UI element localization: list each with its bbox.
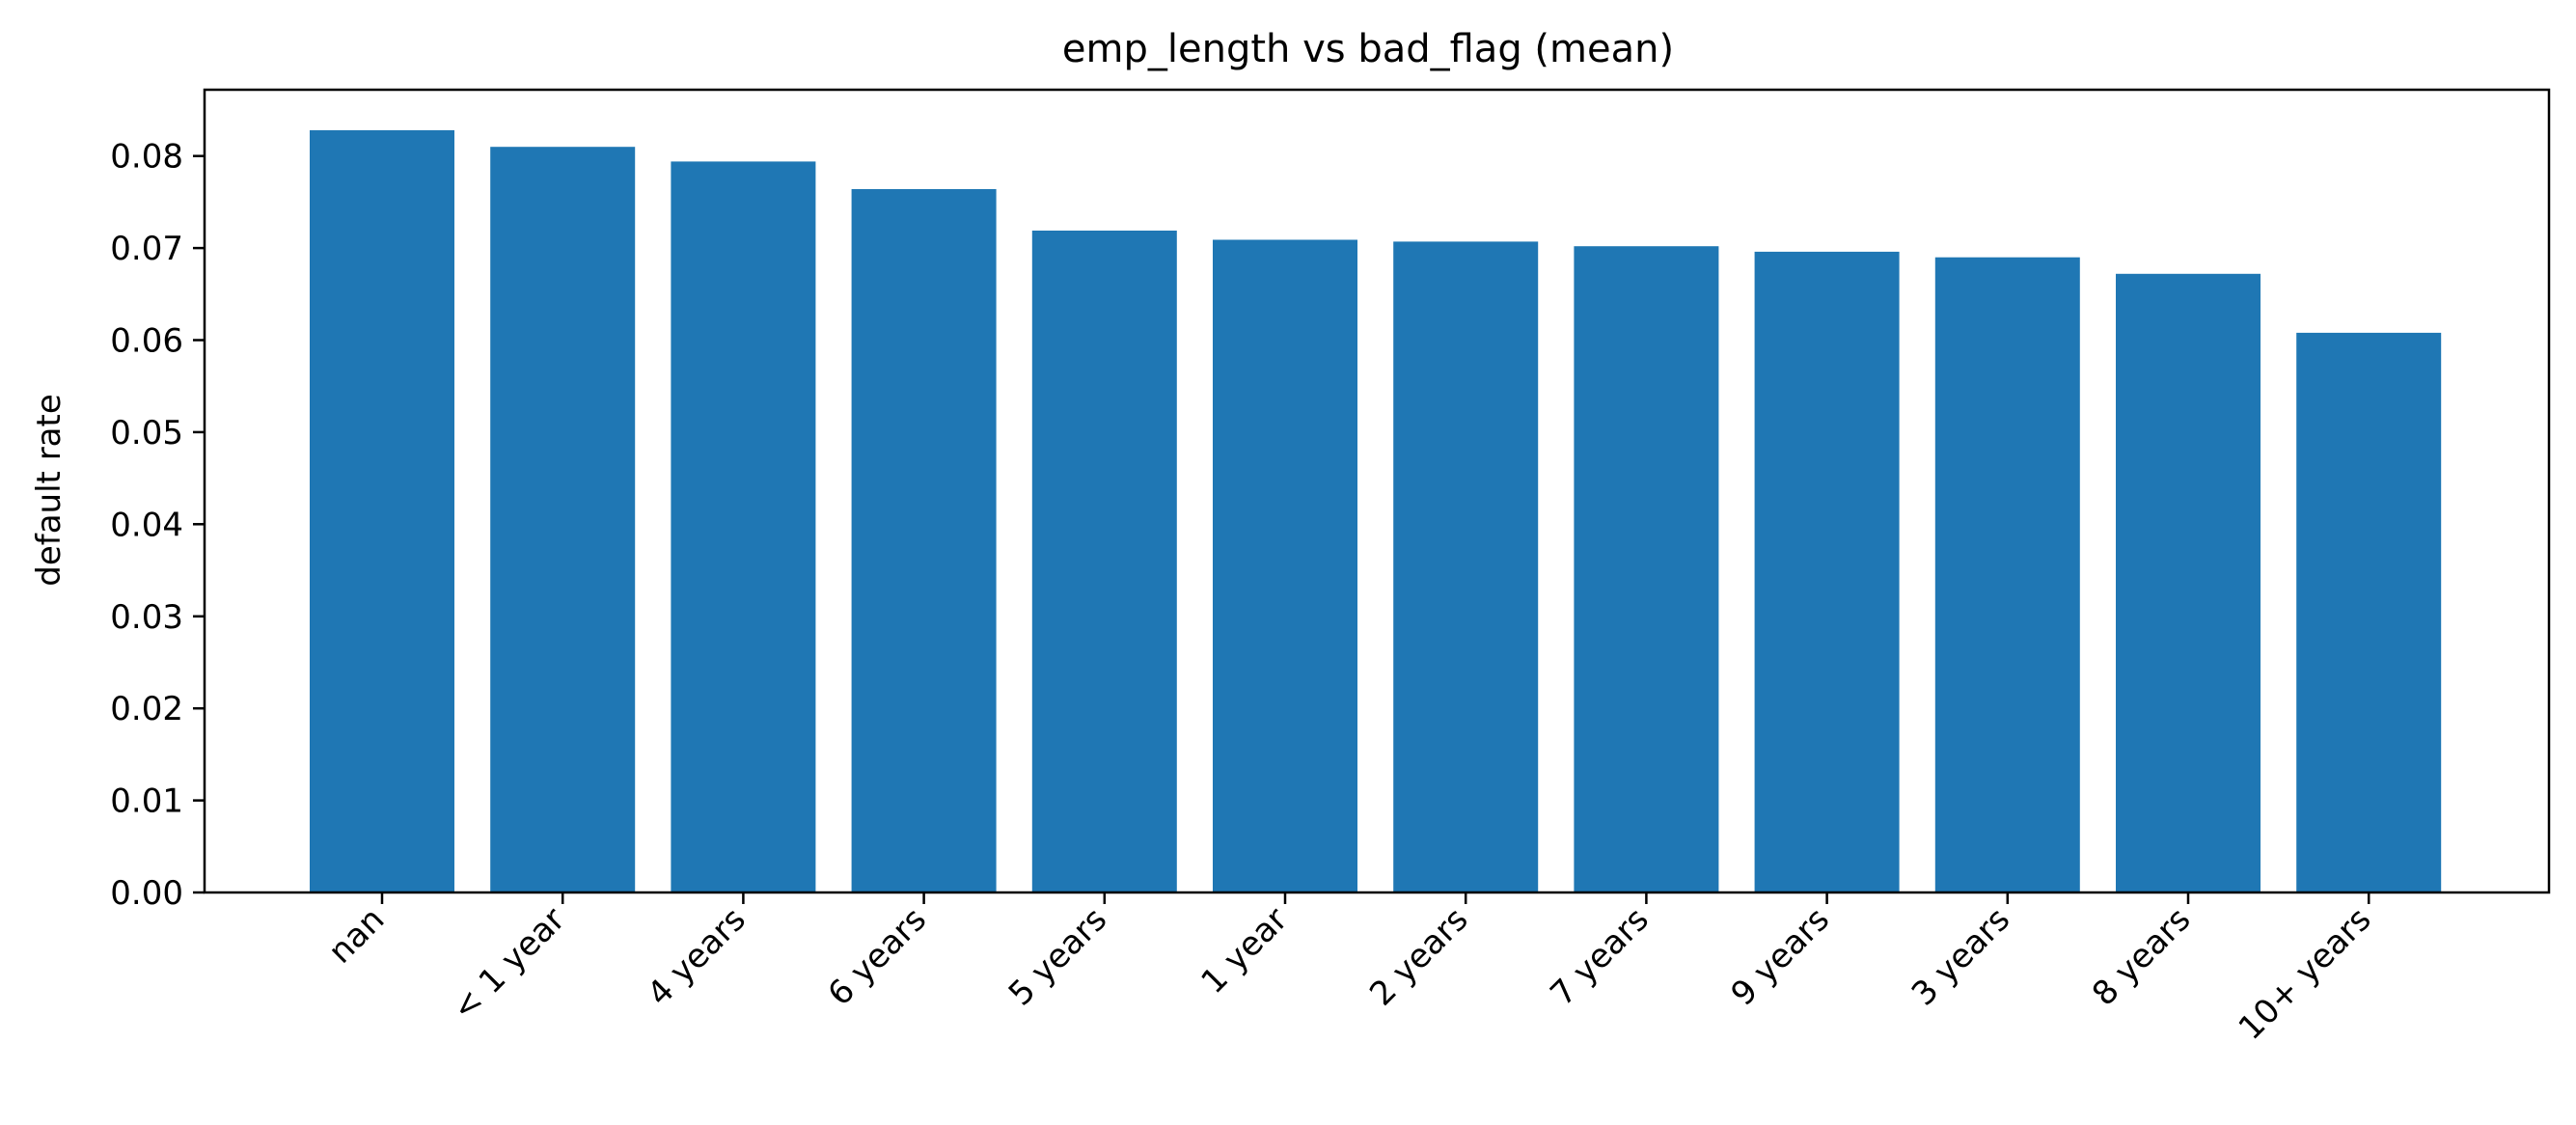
- y-tick-label-1: 0.01: [110, 782, 183, 821]
- bar-9: [1934, 257, 2080, 892]
- y-axis-ticks: 0.00 0.01 0.02 0.03 0.04 0.05 0.06 0.07 0.08: [110, 138, 205, 913]
- bars-group: [310, 130, 2442, 892]
- bar-0: [310, 130, 454, 892]
- y-tick-label-4: 0.04: [110, 506, 183, 544]
- x-tick-label-8: 9 years: [1724, 900, 1837, 1013]
- bar-10: [2116, 273, 2261, 892]
- x-tick-label-0: nan: [321, 900, 392, 971]
- y-tick-label-2: 0.02: [110, 690, 183, 728]
- bar-4: [1031, 231, 1177, 892]
- x-tick-label-1: < 1 year: [445, 900, 573, 1029]
- x-tick-label-6: 2 years: [1362, 900, 1475, 1013]
- bar-1: [490, 147, 636, 892]
- bar-6: [1393, 241, 1539, 892]
- x-tick-label-4: 5 years: [1001, 900, 1114, 1013]
- y-tick-label-5: 0.05: [110, 414, 183, 453]
- bar-2: [671, 161, 816, 892]
- x-tick-label-10: 8 years: [2085, 900, 2198, 1013]
- plot-frame: [203, 88, 2551, 894]
- y-tick-label-7: 0.07: [110, 230, 183, 268]
- bar-8: [1754, 251, 1900, 892]
- x-tick-label-3: 6 years: [821, 900, 934, 1013]
- x-tick-label-2: 4 years: [640, 900, 753, 1013]
- bar-7: [1574, 246, 1719, 892]
- y-axis-title: default rate: [30, 394, 69, 587]
- y-tick-label-3: 0.03: [110, 598, 183, 637]
- y-tick-label-0: 0.00: [110, 874, 183, 913]
- x-tick-label-5: 1 year: [1194, 900, 1296, 1002]
- bar-11: [2296, 332, 2442, 892]
- x-tick-label-11: 10+ years: [2232, 900, 2379, 1048]
- y-tick-label-6: 0.06: [110, 322, 183, 361]
- x-axis-ticks: nan < 1 year 4 years 6 years 5 years 1 year 2 …: [321, 892, 2379, 1048]
- x-tick-label-7: 7 years: [1543, 900, 1656, 1013]
- chart-title: emp_length vs bad_flag (mean): [1062, 27, 1674, 71]
- bar-3: [851, 189, 997, 892]
- y-tick-label-8: 0.08: [110, 138, 183, 177]
- bar-5: [1213, 239, 1357, 892]
- x-tick-label-9: 3 years: [1905, 900, 2017, 1013]
